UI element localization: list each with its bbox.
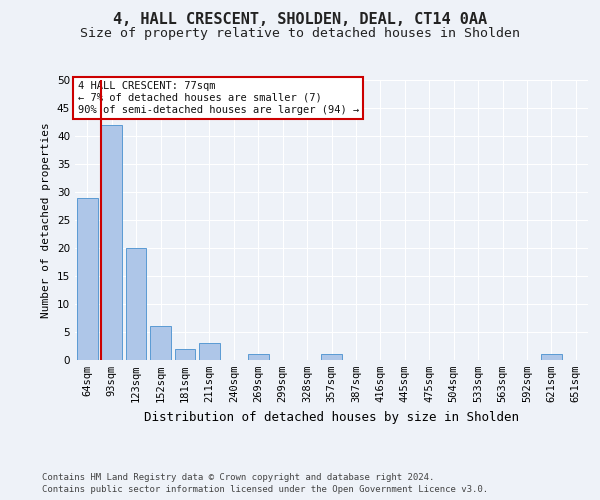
Bar (248, 354, 269, 360)
Bar (101, 125, 122, 360)
Bar (125, 248, 146, 360)
Y-axis label: Number of detached properties: Number of detached properties (41, 122, 52, 318)
Bar (541, 354, 562, 360)
Text: 4, HALL CRESCENT, SHOLDEN, DEAL, CT14 0AA: 4, HALL CRESCENT, SHOLDEN, DEAL, CT14 0A… (113, 12, 487, 28)
Bar (77, 198, 98, 360)
Text: Contains public sector information licensed under the Open Government Licence v3: Contains public sector information licen… (42, 485, 488, 494)
Bar (150, 326, 171, 360)
X-axis label: Distribution of detached houses by size in Sholden: Distribution of detached houses by size … (144, 410, 519, 424)
Text: Contains HM Land Registry data © Crown copyright and database right 2024.: Contains HM Land Registry data © Crown c… (42, 472, 434, 482)
Text: 4 HALL CRESCENT: 77sqm
← 7% of detached houses are smaller (7)
90% of semi-detac: 4 HALL CRESCENT: 77sqm ← 7% of detached … (77, 82, 359, 114)
Bar (175, 349, 196, 360)
Text: Size of property relative to detached houses in Sholden: Size of property relative to detached ho… (80, 28, 520, 40)
Bar (321, 354, 342, 360)
Bar (199, 343, 220, 360)
